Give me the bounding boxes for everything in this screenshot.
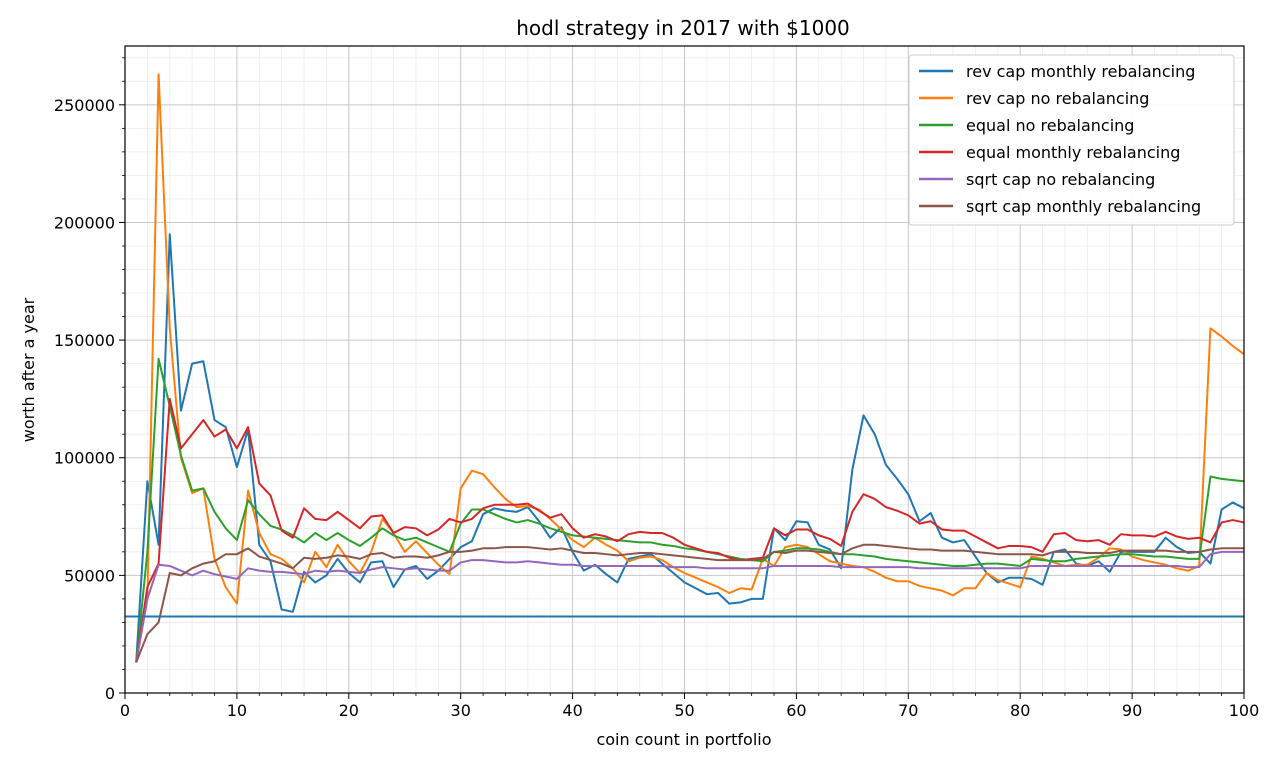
series-layer	[125, 73, 1245, 663]
series-line-4	[135, 550, 1244, 663]
legend-label: equal monthly rebalancing	[966, 143, 1180, 162]
x-axis-label: coin count in portfolio	[596, 730, 771, 749]
y-tick-label: 100000	[54, 449, 115, 468]
x-tick-label: 70	[898, 701, 918, 720]
y-tick-label: 150000	[54, 331, 115, 350]
x-tick-label: 90	[1122, 701, 1142, 720]
legend-label: sqrt cap monthly rebalancing	[966, 197, 1201, 216]
y-axis-label: worth after a year	[19, 297, 38, 442]
x-tick-label: 60	[786, 701, 806, 720]
legend-label: sqrt cap no rebalancing	[966, 170, 1155, 189]
major-grid	[124, 46, 1245, 693]
series-line-2	[135, 357, 1245, 663]
chart-title: hodl strategy in 2017 with $1000	[516, 16, 850, 40]
y-tick-label: 200000	[54, 213, 115, 232]
y-tick-label: 0	[105, 684, 115, 703]
y-tick-label: 50000	[64, 566, 115, 585]
legend-label: rev cap no rebalancing	[966, 89, 1149, 108]
x-tick-label: 50	[674, 701, 694, 720]
x-tick-label: 80	[1010, 701, 1030, 720]
series-line-3	[135, 397, 1245, 663]
legend-label: equal no rebalancing	[966, 116, 1134, 135]
y-axis: 0 50000 100000 150000 200000 250000	[54, 57, 125, 703]
x-tick-label: 30	[451, 701, 471, 720]
series-line-0	[135, 233, 1245, 663]
x-tick-label: 100	[1229, 701, 1260, 720]
x-axis: 0 10 20 30 40 50 60 70 80 90 100	[120, 693, 1259, 720]
x-tick-label: 0	[120, 701, 130, 720]
x-tick-label: 40	[562, 701, 582, 720]
legend: rev cap monthly rebalancing rev cap no re…	[908, 54, 1235, 226]
series-line-1	[135, 73, 1245, 663]
legend-box	[908, 54, 1235, 226]
legend-label: rev cap monthly rebalancing	[966, 62, 1195, 81]
y-tick-label: 250000	[54, 96, 115, 115]
x-tick-label: 10	[227, 701, 247, 720]
x-tick-label: 20	[339, 701, 359, 720]
series-line-5	[135, 543, 1244, 663]
